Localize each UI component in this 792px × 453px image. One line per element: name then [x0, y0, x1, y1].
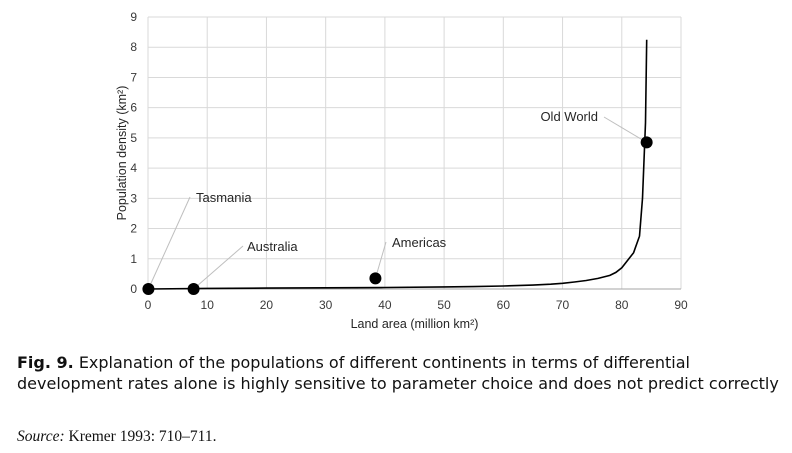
data-label: Americas [392, 235, 447, 250]
source-note: Source: Kremer 1993: 710–711. [17, 428, 216, 446]
data-label: Australia [247, 239, 298, 254]
source-text: Kremer 1993: 710–711. [64, 428, 217, 445]
x-tick-label: 10 [201, 298, 215, 312]
leader-line [374, 241, 387, 279]
x-tick-label: 0 [145, 298, 152, 312]
source-label: Source: [17, 428, 65, 445]
point-labels: Tasmania Australia Americas Old World [196, 109, 598, 254]
caption-text: Explanation of the populations of differ… [17, 353, 779, 393]
y-tick-label: 4 [130, 161, 137, 175]
y-tick-label: 3 [130, 191, 137, 205]
gridlines [148, 16, 682, 289]
x-tick-label: 20 [260, 298, 274, 312]
x-tick-label: 50 [437, 298, 451, 312]
y-tick-label: 5 [130, 131, 137, 145]
x-tick-label: 60 [497, 298, 511, 312]
data-points [142, 136, 653, 295]
model-curve [147, 39, 648, 290]
y-tick-label: 7 [130, 70, 137, 84]
x-tick-label: 40 [378, 298, 392, 312]
y-tick-label: 6 [130, 101, 137, 115]
y-tick-label: 0 [130, 282, 137, 296]
y-tick-label: 1 [130, 252, 137, 266]
leader-line [193, 245, 244, 290]
data-point [640, 136, 653, 149]
x-tick-label: 90 [674, 298, 688, 312]
leader-lines [147, 116, 647, 290]
y-tick-label: 8 [130, 40, 137, 54]
data-point [369, 272, 382, 285]
data-point [142, 283, 155, 295]
y-tick-label: 2 [130, 222, 137, 236]
x-tick-label: 30 [319, 298, 333, 312]
caption-figure-number: Fig. 9. [17, 353, 74, 372]
leader-line [603, 116, 647, 143]
data-label: Tasmania [196, 190, 252, 205]
y-axis-title: Population density (km²) [115, 86, 129, 221]
y-tick-label: 9 [130, 10, 137, 24]
chart-canvas: 0 10 20 30 40 50 60 70 80 90 0 1 2 3 4 5 6 7 8 9 Tasmania Au… [115, 10, 688, 331]
x-tick-label: 80 [615, 298, 629, 312]
leader-line [147, 196, 191, 290]
data-label: Old World [540, 109, 598, 124]
tick-labels: 0 10 20 30 40 50 60 70 80 90 0 1 2 3 4 5 6 7 8 9 [130, 10, 688, 312]
figure-caption: Fig. 9. Explanation of the populations o… [17, 352, 787, 394]
model-curve-line [147, 39, 648, 290]
x-tick-label: 70 [556, 298, 570, 312]
data-point [187, 283, 200, 295]
x-axis-title: Land area (million km²) [351, 317, 479, 331]
